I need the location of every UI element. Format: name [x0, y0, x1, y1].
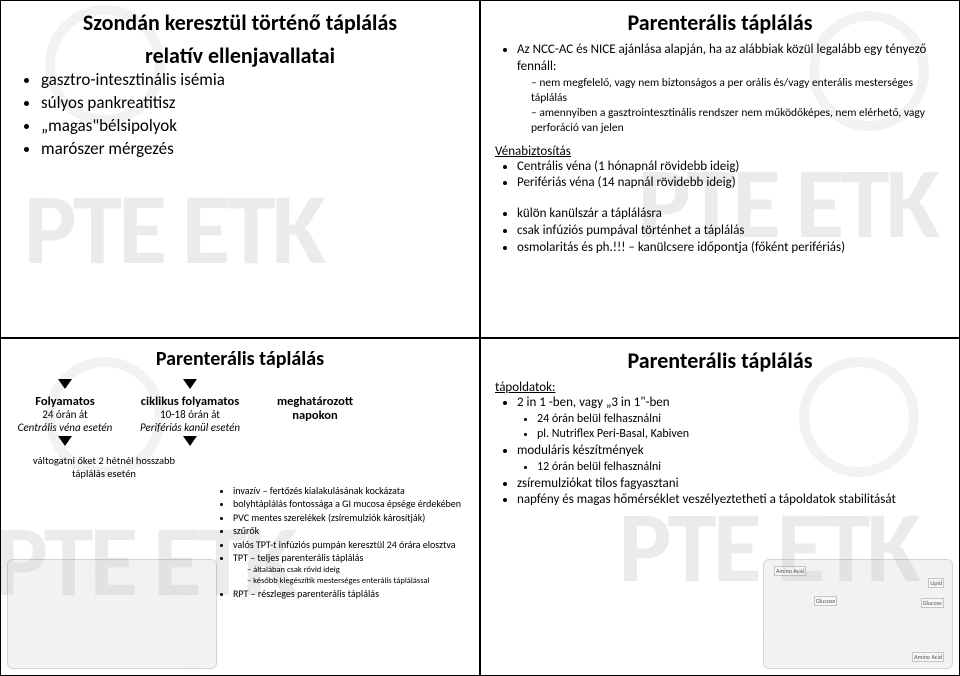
q2-lead-text: Az NCC-AC és NICE ajánlása alapján, ha a… — [517, 42, 926, 74]
q2-vein-item: Centrális véna (1 hónapnál rövidebb idei… — [517, 159, 945, 176]
arrow-down-icon — [183, 379, 197, 389]
bag-label-lipid: Lipid — [928, 578, 944, 588]
arrow-down-icon — [58, 436, 72, 446]
q4-b1-sub: 24 órán belül felhasználni pl. Nutriflex… — [517, 412, 945, 443]
q3-col2-hd: ciklikus folyamatos — [141, 394, 239, 409]
arrow-down-icon — [58, 379, 72, 389]
q3-b: RPT – részleges parenterális táplálás — [233, 587, 465, 601]
q4-b1a: 24 órán belül felhasználni — [537, 412, 945, 428]
q4-b1: 2 in 1 -ben, vagy „3 in 1"-ben 24 órán b… — [517, 395, 945, 443]
q2-lead: Az NCC-AC és NICE ajánlása alapján, ha a… — [517, 42, 945, 136]
q3-col-fixed: meghatározott napokon — [265, 377, 365, 452]
q2-vein-header: Vénabiztosítás — [495, 144, 945, 159]
slide-q3: PTE ETK Parenterális táplálás Folyamatos… — [0, 338, 480, 676]
q2-title: Parenterális táplálás — [495, 9, 945, 36]
q3-col1-l2: Centrális véna esetén — [18, 421, 113, 434]
q3-col1-l1: 24 órán át — [42, 408, 87, 421]
bag-label-aa: Amino Acid — [774, 566, 806, 576]
q1-item: „magas"bélsipolyok — [41, 115, 465, 138]
q3-columns: Folyamatos 24 órán át Centrális véna ese… — [15, 377, 465, 452]
bag-label-aa2: Amino Acid — [912, 652, 944, 662]
q4-b2-sub: 12 órán belül felhasználni — [517, 460, 945, 476]
slide-q1: PTE ETK Szondán keresztül történő táplál… — [0, 0, 480, 338]
q4-title: Parenterális táplálás — [495, 347, 945, 374]
arrow-down-icon — [183, 436, 197, 446]
q3-b: invazív – fertőzés kialakulásának kockáz… — [233, 484, 465, 498]
q3-tpt-s: általában csak rövid ideig — [247, 565, 465, 576]
q2-note: külön kanülszár a táplálásra — [517, 206, 945, 223]
q2-vein-list: Centrális véna (1 hónapnál rövidebb idei… — [495, 159, 945, 193]
q4-b2a: 12 órán belül felhasználni — [537, 460, 945, 476]
q1-item: súlyos pankreatitisz — [41, 92, 465, 115]
q3-col2-l1: 10-18 órán át — [160, 408, 220, 421]
q2-lead-list: Az NCC-AC és NICE ajánlása alapján, ha a… — [495, 42, 945, 136]
iv-bag-image: Amino Acid Glucose Lipid Glucose Amino A… — [763, 559, 953, 669]
q3-col2-l2: Perifériás kanül esetén — [140, 421, 240, 434]
q3-col3-hd: meghatározott — [277, 394, 353, 409]
q1-item: marószer mérgezés — [41, 138, 465, 161]
q4-b3: zsíremulziókat tilos fagyasztani — [517, 476, 945, 493]
q3-tpt-sub: általában csak rövid ideig később kiegés… — [233, 565, 465, 587]
q3-col3-l1: napokon — [292, 408, 337, 423]
q3-swap-note: váltogatni őket 2 hétnél hosszabb táplál… — [19, 454, 189, 480]
q3-b: TPT – teljes parenterális táplálás által… — [233, 551, 465, 587]
bag-label-glucose2: Glucose — [921, 598, 944, 608]
q4-b2: moduláris készítmények 12 órán belül fel… — [517, 443, 945, 475]
q4-list: 2 in 1 -ben, vagy „3 in 1"-ben 24 órán b… — [495, 395, 945, 509]
q4-b1-text: 2 in 1 -ben, vagy „3 in 1"-ben — [517, 395, 670, 410]
q2-vein-item: Perifériás véna (14 napnál rövidebb idei… — [517, 175, 945, 192]
q3-bullets: invazív – fertőzés kialakulásának kockáz… — [215, 484, 465, 601]
q2-notes: külön kanülszár a táplálásra csak infúzi… — [495, 206, 945, 257]
slide-q4: PTE ETK Amino Acid Glucose Lipid Glucose… — [480, 338, 960, 676]
q1-title-line1: Szondán keresztül történő táplálás — [15, 9, 465, 36]
q2-note: csak infúziós pumpával történhet a táplá… — [517, 223, 945, 240]
slide-q2: PTE ETK Parenterális táplálás Az NCC-AC … — [480, 0, 960, 338]
q2-sublist: nem megfelelő, vagy nem biztonságos a pe… — [517, 76, 945, 136]
q1-list: gasztro-intesztinális isémia súlyos pank… — [15, 69, 465, 161]
q3-col-continuous: Folyamatos 24 órán át Centrális véna ese… — [15, 377, 115, 452]
watermark: PTE ETK — [24, 168, 323, 290]
iv-bag-image — [7, 559, 217, 669]
q3-b: szűrők — [233, 524, 465, 538]
q4-b2-text: moduláris készítmények — [517, 443, 644, 458]
q3-col-cyclic: ciklikus folyamatos 10-18 órán át Perifé… — [125, 377, 255, 452]
q3-tpt: TPT – teljes parenterális táplálás — [233, 551, 363, 564]
q3-title: Parenterális táplálás — [15, 347, 465, 371]
q3-col1-hd: Folyamatos — [35, 394, 94, 409]
q2-note: osmolaritás és ph.!!! – kanülcsere időpo… — [517, 240, 945, 257]
q2-sub: amennyiben a gasztrointesztinális rendsz… — [531, 106, 945, 136]
q4-b4: napfény és magas hőmérséklet veszélyezte… — [517, 492, 945, 509]
q3-b: PVC mentes szerelékek (zsíremulziók káro… — [233, 511, 465, 525]
bag-label-glucose: Glucose — [814, 596, 837, 606]
q2-sub: nem megfelelő, vagy nem biztonságos a pe… — [531, 76, 945, 106]
q3-tpt-s: később kiegészítik mesterséges enterális… — [247, 576, 465, 587]
q1-title-line2: relatív ellenjavallatai — [15, 42, 465, 69]
q4-section: tápoldatok: — [495, 380, 945, 395]
q3-b: bolyhtáplálás fontossága a GI mucosa éps… — [233, 497, 465, 511]
q3-b: valós TPT-t infúziós pumpán keresztül 24… — [233, 538, 465, 552]
q4-b1b: pl. Nutriflex Peri-Basal, Kabiven — [537, 427, 945, 443]
q1-item: gasztro-intesztinális isémia — [41, 69, 465, 92]
